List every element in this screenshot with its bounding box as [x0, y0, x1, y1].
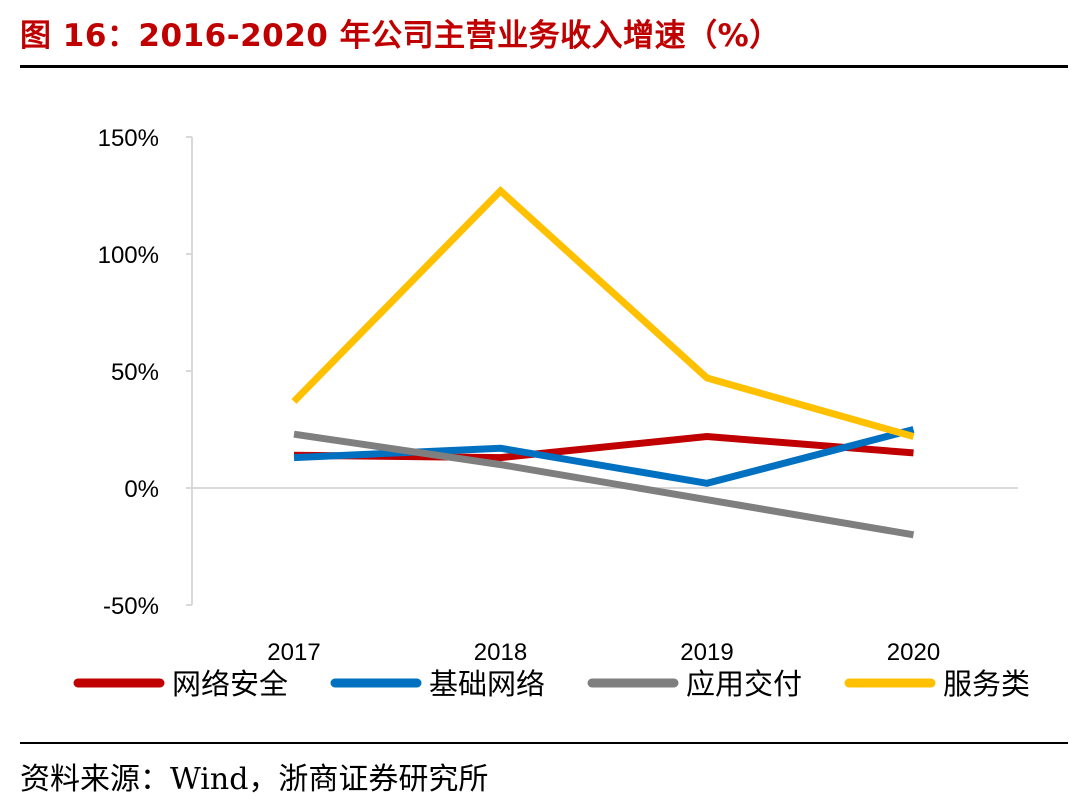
series-line [293, 433, 914, 462]
x-tick-label: 2019 [680, 639, 733, 666]
series-line [293, 426, 915, 487]
source-rule [20, 742, 1068, 744]
legend-label: 应用交付 [686, 667, 802, 701]
line-chart: -50% 0% 50% 100% 150% 2017 2018 2019 2020 网络安全 基础… [73, 125, 1030, 701]
y-tick-label: 100% [98, 242, 159, 269]
y-tick-label: -50% [103, 593, 159, 620]
series-line [291, 185, 915, 440]
legend: 网络安全 基础网络 应用交付 服务类 [73, 667, 1030, 701]
x-tick-label: 2018 [474, 639, 527, 666]
x-tick-label: 2020 [887, 639, 940, 666]
legend-label: 基础网络 [429, 667, 545, 701]
legend-label: 服务类 [943, 667, 1030, 701]
source-note: 资料来源：Wind，浙商证券研究所 [20, 762, 489, 797]
y-tick-label: 0% [124, 476, 159, 503]
series-lines [291, 185, 915, 539]
figure-title: 图 16：2016-2020 年公司主营业务收入增速（%） [20, 18, 781, 54]
x-tick-label: 2017 [267, 639, 320, 666]
series-line [293, 430, 915, 539]
axes: -50% 0% 50% 100% 150% 2017 2018 2019 2020 [98, 125, 1018, 666]
title-rule [20, 65, 1068, 68]
legend-label: 网络安全 [172, 667, 288, 701]
y-tick-label: 150% [98, 125, 159, 152]
y-tick-label: 50% [111, 359, 159, 386]
